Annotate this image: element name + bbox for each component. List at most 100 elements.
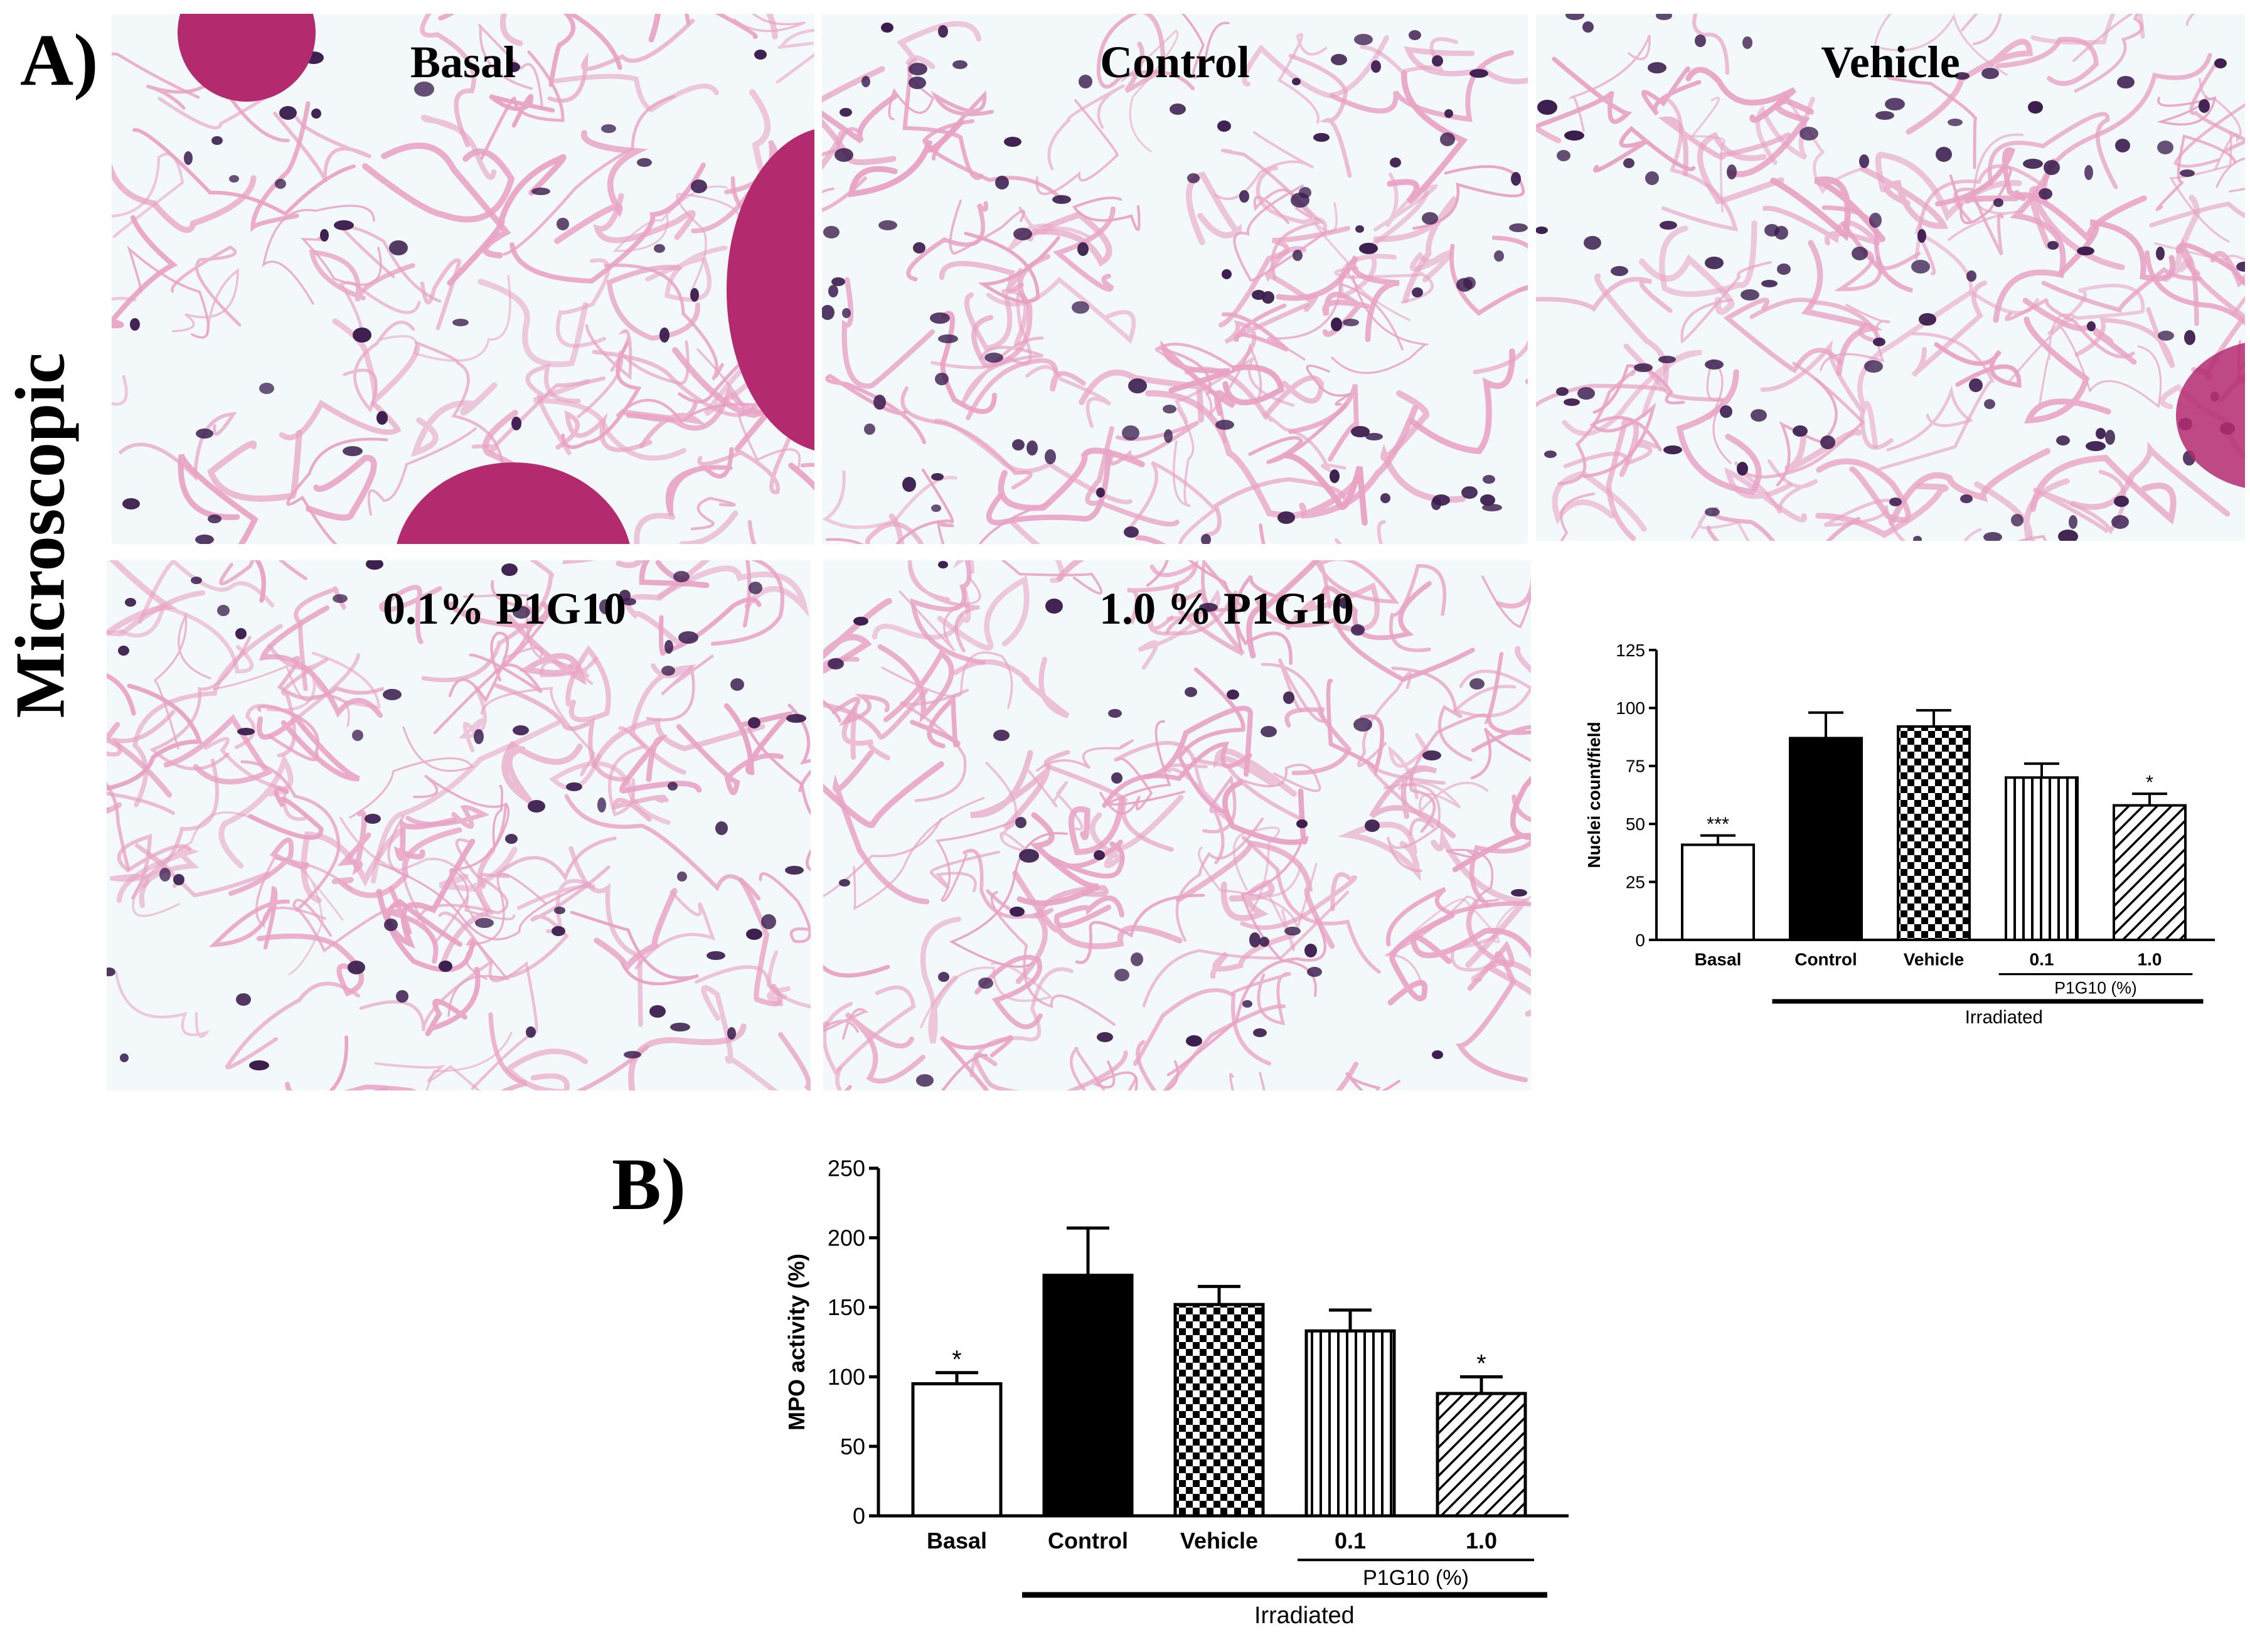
cell-nucleus: [1444, 109, 1453, 118]
cell-nucleus: [211, 136, 223, 145]
cell-nucleus: [1114, 969, 1129, 981]
cell-nucleus: [715, 821, 728, 835]
tissue-fibre: [1692, 14, 1730, 75]
tissue-fibre: [964, 232, 1060, 304]
x-tick-label: Vehicle: [1180, 1528, 1258, 1553]
tissue-fibre: [1136, 1004, 1286, 1090]
cell-nucleus: [1954, 72, 1970, 80]
y-tick-label: 100: [828, 1364, 865, 1390]
cell-nucleus: [1463, 277, 1476, 289]
tissue-fibre: [823, 964, 890, 978]
bar: [1042, 1274, 1134, 1518]
cell-nucleus: [389, 240, 408, 255]
tissue-fibre: [1079, 370, 1204, 423]
cell-nucleus: [2011, 514, 2023, 526]
cell-nucleus: [2069, 515, 2077, 529]
cell-nucleus: [668, 782, 678, 791]
tissue-fibre: [1102, 742, 1252, 808]
tissue-fibre: [1995, 36, 2099, 86]
cell-nucleus: [343, 446, 363, 456]
cell-nucleus: [861, 76, 870, 87]
cell-nucleus: [1564, 398, 1580, 406]
tissue-fibre: [208, 886, 291, 950]
tissue-fibre: [2074, 14, 2144, 93]
tissue-fibre: [112, 163, 257, 233]
tissue-fibre: [888, 58, 935, 120]
tissue-fibre: [1174, 357, 1295, 425]
tissue-fibre: [171, 245, 242, 327]
cell-nucleus: [1259, 937, 1269, 947]
tissue-fibre: [1563, 439, 1658, 469]
cell-nucleus: [2114, 496, 2129, 507]
tissue-fibre: [645, 245, 728, 302]
significance-marker: *: [2146, 771, 2153, 793]
y-tick-label: 125: [1616, 641, 1645, 660]
cell-nucleus: [1623, 158, 1634, 168]
cell-nucleus: [786, 714, 806, 723]
micrograph-basal: Basal: [112, 14, 814, 544]
tissue-fibre: [107, 782, 131, 871]
tissue-fibre: [577, 340, 690, 418]
cell-nucleus: [1293, 250, 1303, 261]
tissue-fibre: [504, 1048, 589, 1090]
cell-nucleus: [654, 244, 665, 253]
tissue-fibre: [1255, 599, 1475, 682]
tissue-fibre: [1185, 171, 1242, 245]
tissue-fibre: [1965, 192, 2147, 242]
tissue-fibre: [1345, 1072, 1401, 1090]
tissue-fibre: [1536, 56, 1633, 128]
tissue-fibre: [1321, 581, 1432, 641]
cell-nucleus: [938, 972, 949, 982]
cell-nucleus: [506, 62, 520, 72]
tissue-fibre: [1606, 418, 1639, 541]
tissue-fibre: [367, 427, 477, 516]
cell-nucleus: [1015, 817, 1026, 828]
cell-nucleus: [1307, 967, 1322, 977]
cell-nucleus: [938, 334, 958, 343]
tissue-fibre: [449, 601, 550, 629]
tissue-fibre: [414, 341, 505, 475]
tissue-fibre: [1887, 76, 1978, 169]
tissue-fibre: [1398, 781, 1488, 814]
tissue-fibre: [1331, 275, 1429, 374]
tissue-fibre: [564, 794, 761, 901]
tissue-fibre: [936, 818, 1020, 902]
cell-nucleus: [1217, 120, 1231, 132]
tissue-fibre: [1253, 188, 1313, 225]
tissue-fibre: [2155, 134, 2237, 211]
cell-nucleus: [511, 417, 521, 430]
tissue-fibre: [1471, 651, 1531, 753]
cell-nucleus: [2096, 428, 2106, 439]
tissue-fibre: [2154, 242, 2245, 262]
tissue-fibre: [1641, 66, 1702, 116]
cell-nucleus: [396, 990, 408, 1003]
micrograph-control: Control: [822, 14, 1528, 544]
cell-nucleus: [1611, 266, 1628, 276]
cell-nucleus: [1331, 54, 1347, 65]
tissue-fibre: [374, 1062, 481, 1090]
cell-nucleus: [1045, 449, 1056, 464]
tissue-fibre: [1145, 390, 1307, 519]
cell-nucleus: [557, 218, 569, 230]
x-tick-label: 1.0: [2138, 950, 2162, 969]
cell-nucleus: [1960, 494, 1973, 503]
tissue-fibre: [1552, 471, 1647, 532]
tissue-fibre: [1917, 164, 2040, 275]
tissue-fibre: [1160, 340, 1236, 416]
tissue-fibre: [1723, 297, 1843, 374]
tissue-fibre: [204, 737, 306, 821]
tissue-fibre: [733, 14, 806, 32]
tissue-fibre: [865, 521, 924, 544]
tissue-fibre: [1213, 131, 1314, 201]
cell-nucleus: [513, 725, 529, 735]
tissue-fibre: [1232, 826, 1281, 913]
cell-nucleus: [2111, 515, 2129, 529]
cell-nucleus: [727, 1027, 736, 1040]
cell-nucleus: [1705, 508, 1720, 516]
cell-nucleus: [195, 535, 214, 544]
tissue-fibre: [2047, 284, 2145, 335]
tissue-fibre: [1452, 775, 1531, 873]
tissue-fibre: [1229, 1072, 1266, 1090]
cell-nucleus: [1440, 132, 1455, 146]
tissue-fibre: [1557, 370, 1636, 486]
